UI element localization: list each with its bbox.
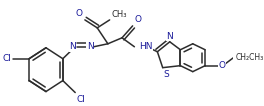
Text: Cl: Cl xyxy=(76,95,85,104)
Text: N: N xyxy=(166,32,173,41)
Text: N: N xyxy=(69,42,76,51)
Text: O: O xyxy=(75,9,82,18)
Text: CH₂CH₃: CH₂CH₃ xyxy=(236,53,264,62)
Text: O: O xyxy=(218,61,225,70)
Text: S: S xyxy=(164,70,169,79)
Text: Cl: Cl xyxy=(3,54,11,63)
Text: CH₃: CH₃ xyxy=(111,10,127,19)
Text: HN: HN xyxy=(139,42,152,51)
Text: O: O xyxy=(134,15,142,24)
Text: N: N xyxy=(87,42,93,51)
